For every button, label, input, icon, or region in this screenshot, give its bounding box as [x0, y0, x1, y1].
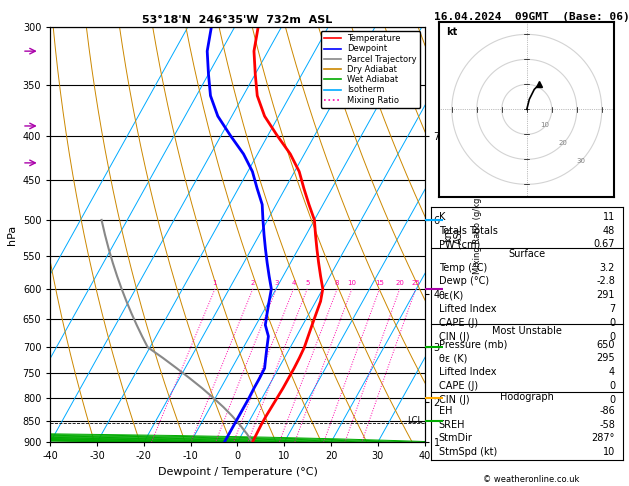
Text: CAPE (J): CAPE (J)	[438, 381, 477, 391]
Text: 0: 0	[609, 331, 615, 342]
Text: -58: -58	[599, 419, 615, 430]
Text: -2.8: -2.8	[596, 277, 615, 286]
Text: 48: 48	[603, 226, 615, 236]
Text: 15: 15	[375, 280, 384, 286]
X-axis label: Dewpoint / Temperature (°C): Dewpoint / Temperature (°C)	[157, 467, 318, 477]
Text: 8: 8	[335, 280, 340, 286]
Y-axis label: km
ASL: km ASL	[443, 226, 464, 243]
Text: 11: 11	[603, 212, 615, 222]
Text: 291: 291	[596, 290, 615, 300]
Text: 3.2: 3.2	[599, 263, 615, 273]
Text: PW (cm): PW (cm)	[438, 240, 480, 249]
Text: kt: kt	[447, 27, 457, 37]
Text: Hodograph: Hodograph	[500, 392, 554, 402]
Text: Mixing Ratio (g/kg): Mixing Ratio (g/kg)	[473, 195, 482, 274]
Text: 0.67: 0.67	[594, 240, 615, 249]
Title: 53°18'N  246°35'W  732m  ASL: 53°18'N 246°35'W 732m ASL	[142, 15, 333, 25]
Text: CIN (J): CIN (J)	[438, 331, 469, 342]
Text: 16.04.2024  09GMT  (Base: 06): 16.04.2024 09GMT (Base: 06)	[433, 12, 629, 22]
Text: © weatheronline.co.uk: © weatheronline.co.uk	[483, 474, 580, 484]
Y-axis label: hPa: hPa	[7, 225, 17, 244]
Text: 30: 30	[576, 158, 585, 164]
Text: EH: EH	[438, 406, 452, 416]
Text: 0: 0	[609, 381, 615, 391]
Text: 1: 1	[213, 280, 217, 286]
Text: CAPE (J): CAPE (J)	[438, 318, 477, 328]
Text: SREH: SREH	[438, 419, 465, 430]
Text: StmDir: StmDir	[438, 434, 472, 443]
Text: Lifted Index: Lifted Index	[438, 304, 496, 314]
Text: 287°: 287°	[592, 434, 615, 443]
Text: Most Unstable: Most Unstable	[492, 326, 562, 336]
Text: K: K	[438, 212, 445, 222]
Text: 10: 10	[603, 447, 615, 457]
Text: θε(K): θε(K)	[438, 290, 464, 300]
Text: Surface: Surface	[508, 249, 545, 259]
Text: 650: 650	[596, 340, 615, 349]
Text: Totals Totals: Totals Totals	[438, 226, 498, 236]
Text: θε (K): θε (K)	[438, 353, 467, 364]
Text: 0: 0	[609, 318, 615, 328]
Text: Lifted Index: Lifted Index	[438, 367, 496, 377]
Text: 10: 10	[540, 122, 549, 128]
Legend: Temperature, Dewpoint, Parcel Trajectory, Dry Adiabat, Wet Adiabat, Isotherm, Mi: Temperature, Dewpoint, Parcel Trajectory…	[321, 31, 420, 108]
Text: Temp (°C): Temp (°C)	[438, 263, 487, 273]
Text: 3: 3	[274, 280, 279, 286]
Text: StmSpd (kt): StmSpd (kt)	[438, 447, 497, 457]
Text: 25: 25	[411, 280, 420, 286]
Text: CIN (J): CIN (J)	[438, 395, 469, 405]
Text: 295: 295	[596, 353, 615, 364]
Text: 4: 4	[609, 367, 615, 377]
Text: 5: 5	[305, 280, 309, 286]
Text: 2: 2	[250, 280, 255, 286]
Text: Dewp (°C): Dewp (°C)	[438, 277, 489, 286]
Text: LCL: LCL	[407, 416, 422, 425]
Text: 10: 10	[347, 280, 357, 286]
Text: Pressure (mb): Pressure (mb)	[438, 340, 507, 349]
Text: 4: 4	[291, 280, 296, 286]
Text: 20: 20	[395, 280, 404, 286]
Text: 20: 20	[559, 140, 567, 146]
Text: -86: -86	[599, 406, 615, 416]
Text: 0: 0	[609, 395, 615, 405]
Text: 7: 7	[609, 304, 615, 314]
